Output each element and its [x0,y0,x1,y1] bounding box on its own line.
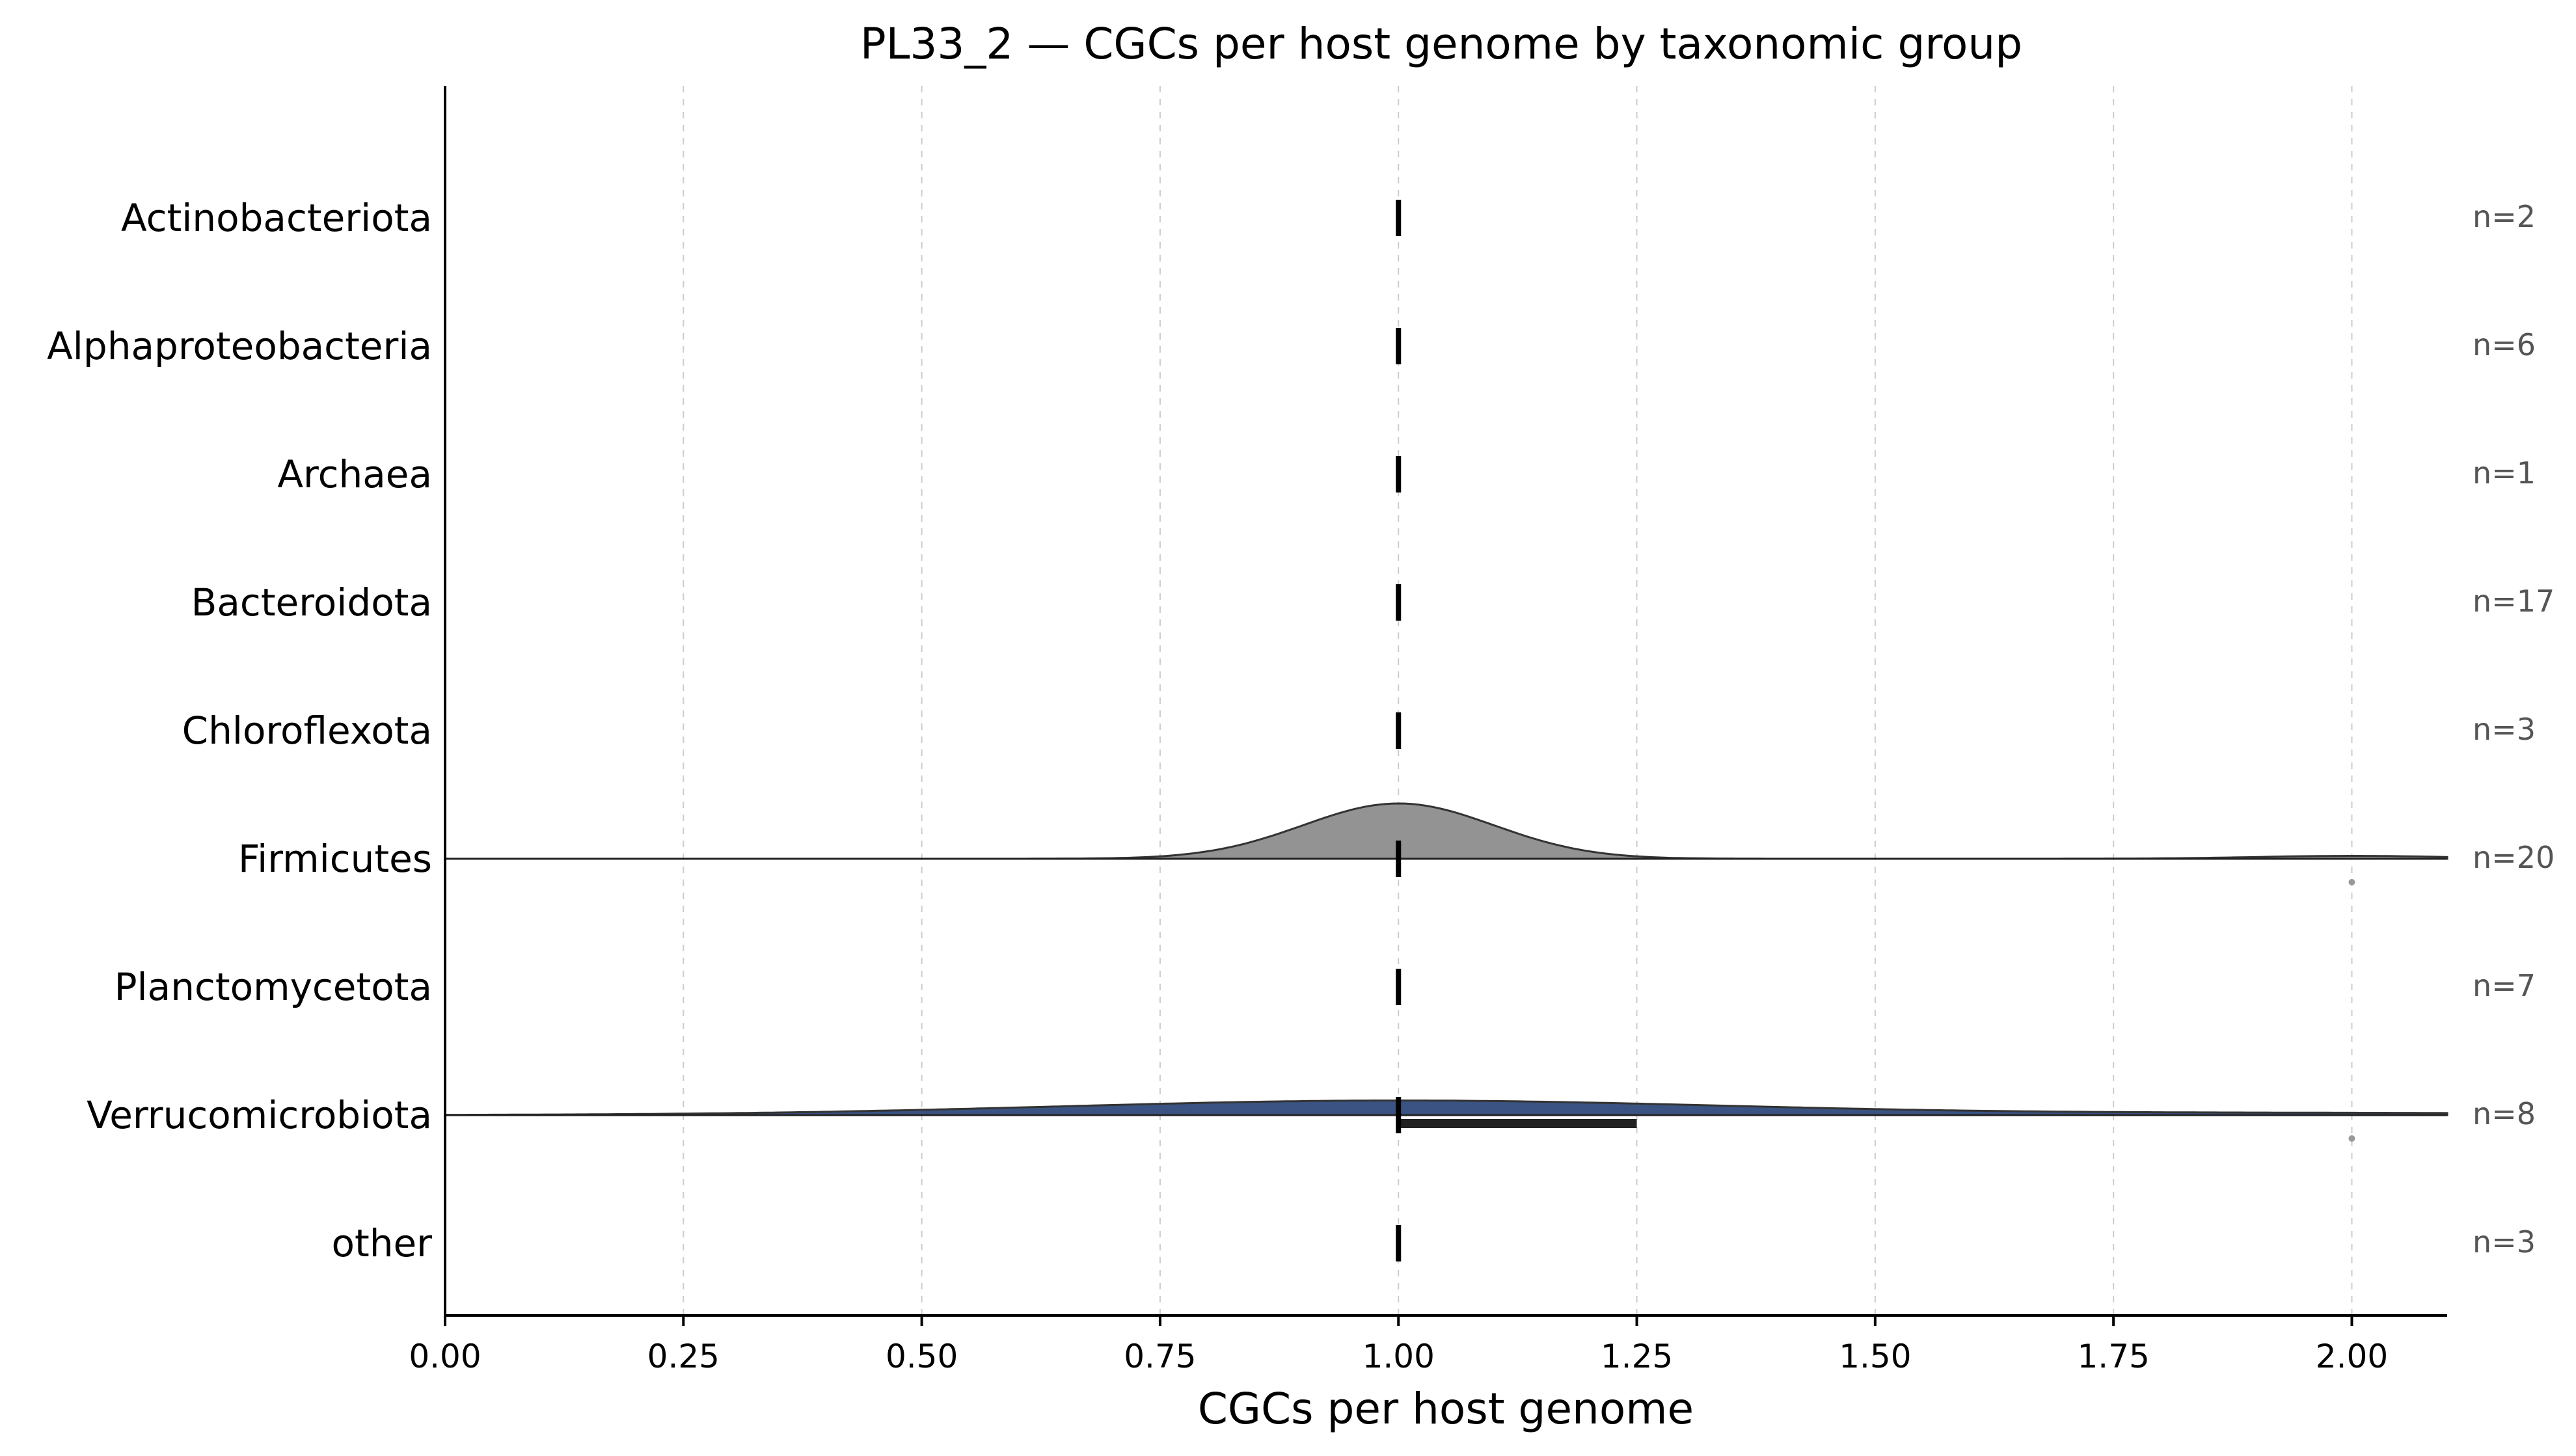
chart-title: PL33_2 — CGCs per host genome by taxonom… [860,19,2022,69]
x-tick-label: 2.00 [2316,1338,2388,1375]
group-count-label: n=6 [2473,327,2536,362]
group-count-label: n=20 [2473,840,2555,875]
x-tick-label: 1.75 [2078,1338,2150,1375]
y-tick-label: Verrucomicrobiota [87,1093,432,1137]
x-tick-label: 0.75 [1124,1338,1196,1375]
y-tick-label: Actinobacteriota [121,196,432,240]
group-counts: n=2 n=6 n=1 n=17 n=3 n=20 n=7 n=8 n=3 [2473,199,2555,1260]
group-count-label: n=17 [2473,584,2555,619]
medians [1396,200,2355,1261]
violins [444,802,2448,1116]
group-count-label: n=2 [2473,199,2536,234]
y-tick-label: Chloroflexota [182,708,432,753]
outlier-point [2348,879,2355,885]
x-tick-label: 1.00 [1363,1338,1435,1375]
y-tick-label: Firmicutes [238,837,432,881]
group-count-label: n=8 [2473,1096,2536,1131]
iqr-bar [1398,1119,1637,1128]
y-tick-label: Archaea [277,452,432,496]
x-tick-label: 0.25 [647,1338,720,1375]
x-tick-label: 0.50 [886,1338,958,1375]
y-tick-label: Alphaproteobacteria [47,324,432,368]
x-tick-label: 0.00 [409,1338,481,1375]
y-tick-labels: Actinobacteriota Alphaproteobacteria Archa… [47,196,432,1265]
violin-firmicutes [445,802,2448,860]
outlier-point [2348,1135,2355,1142]
violin-verrucomicrobiota [444,1099,2448,1116]
group-count-label: n=3 [2473,712,2536,747]
group-count-label: n=7 [2473,968,2536,1003]
group-count-label: n=3 [2473,1224,2536,1260]
y-tick-label: Planctomycetota [115,965,432,1009]
y-tick-label: other [331,1221,432,1265]
x-tick-label: 1.50 [1839,1338,1911,1375]
group-count-label: n=1 [2473,455,2536,491]
y-tick-label: Bacteroidota [191,580,432,625]
x-axis-label: CGCs per host genome [1198,1384,1694,1434]
x-tick-label: 1.25 [1601,1338,1673,1375]
x-ticks: 0.00 0.25 0.50 0.75 1.00 1.25 1.50 1.75 2.00 [409,1315,2388,1375]
